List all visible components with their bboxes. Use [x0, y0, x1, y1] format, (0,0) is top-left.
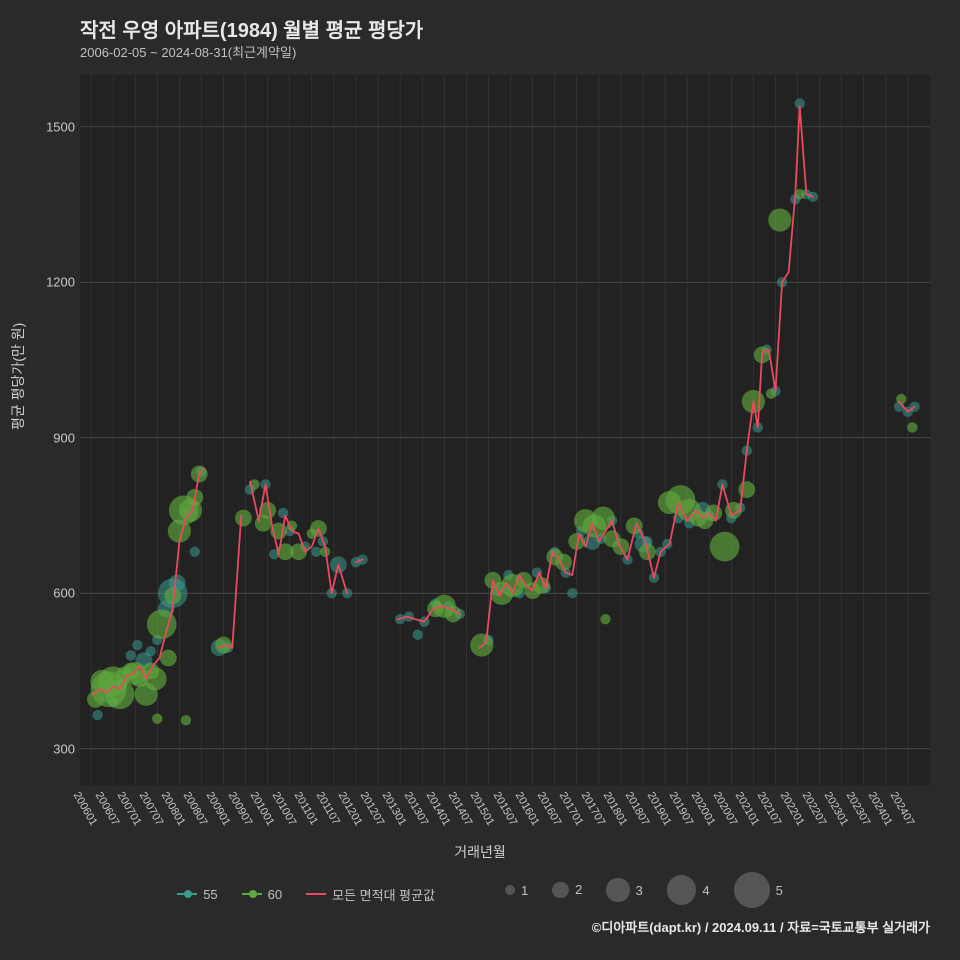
legend-size: 1: [505, 883, 529, 898]
credit-line: ©디아파트(dapt.kr) / 2024.09.11 / 자료=국토교통부 실…: [592, 917, 930, 936]
y-tick: 300: [53, 741, 75, 756]
plot-svg: [80, 75, 930, 785]
legend-size: 2: [552, 882, 582, 899]
chart-title: 작전 우영 아파트(1984) 월별 평균 평당가: [80, 14, 423, 43]
y-tick: 600: [53, 586, 75, 601]
y-tick: 900: [53, 430, 75, 445]
plot-area: [80, 75, 930, 785]
legend-item: 55: [177, 887, 217, 902]
chart-subtitle: 2006-02-05 ~ 2024-08-31(최근계약일): [80, 42, 296, 61]
legend-size: 3: [606, 878, 642, 901]
legend-item: 60: [242, 887, 282, 902]
legend-size: 4: [667, 875, 710, 905]
y-axis-label: 평균 평당가(만 원): [8, 323, 28, 430]
legend-size: 5: [734, 872, 783, 908]
legend-item: 모든 면적대 평균값: [306, 885, 435, 904]
y-tick: 1200: [46, 275, 75, 290]
legend: 55 60 모든 면적대 평균값 1 2 3 45: [0, 872, 960, 908]
x-axis-label: 거래년월: [0, 842, 960, 862]
y-tick: 1500: [46, 119, 75, 134]
